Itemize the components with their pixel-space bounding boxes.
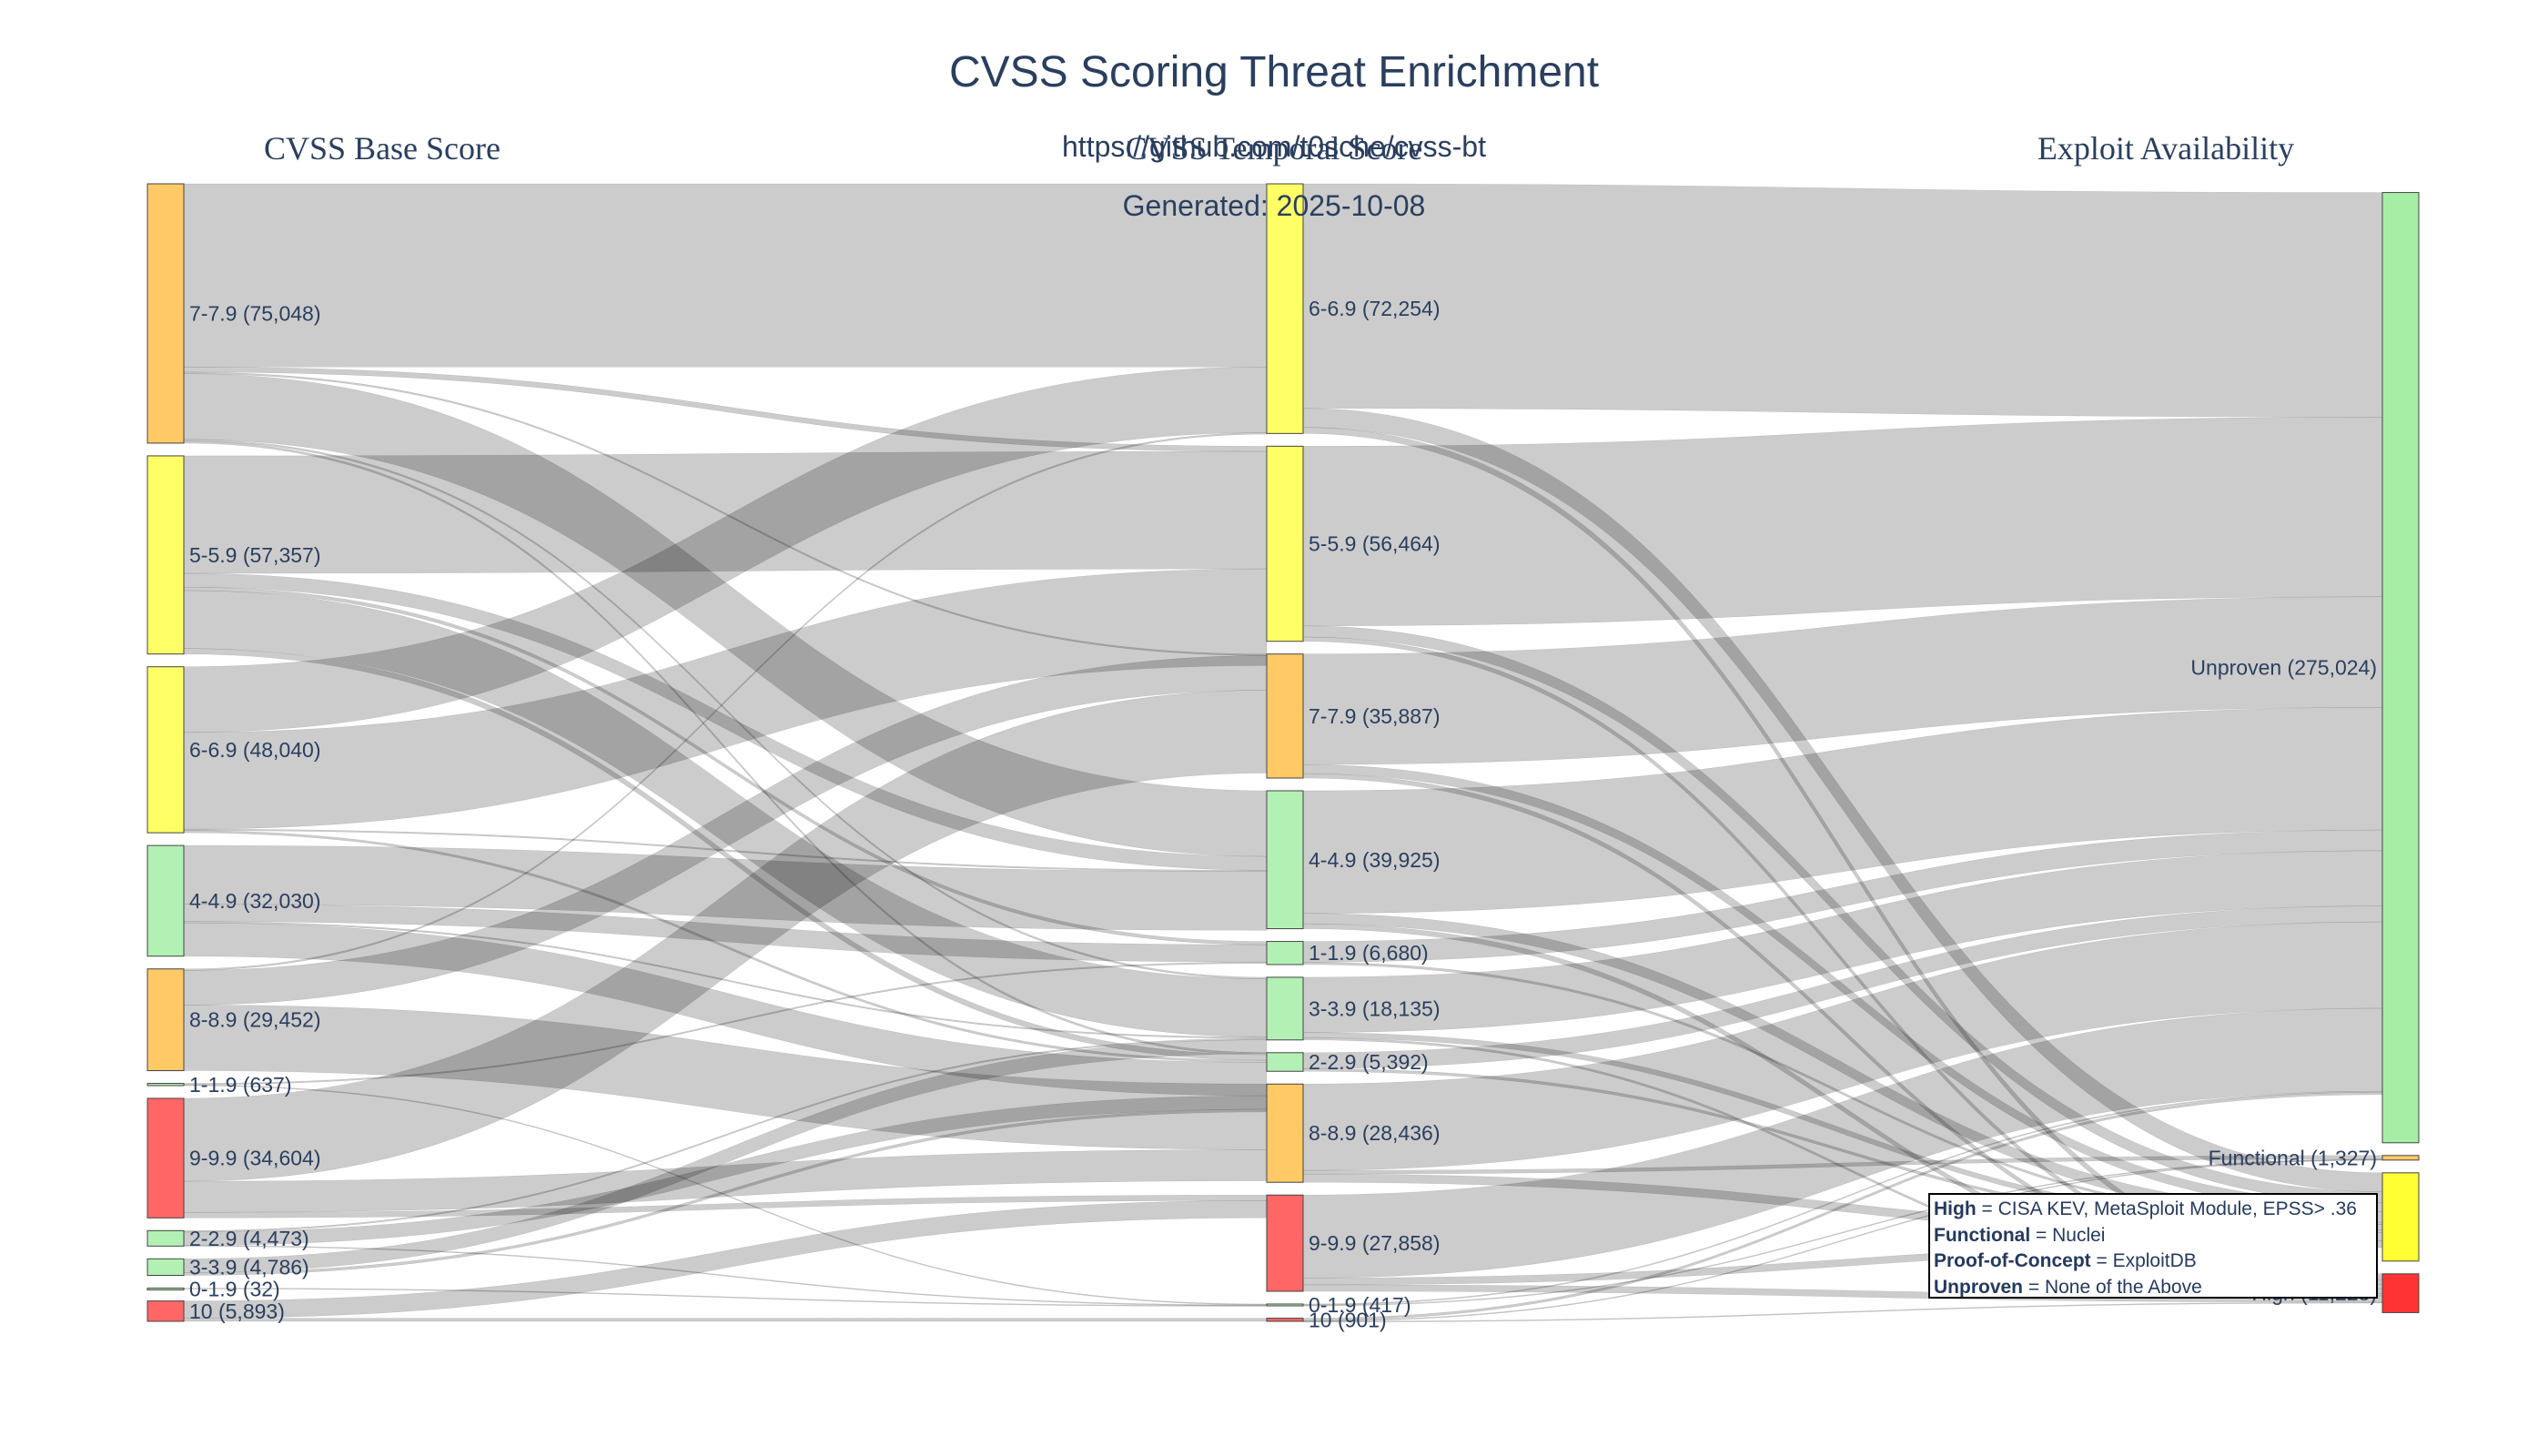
node-eP[interactable] bbox=[2381, 1172, 2420, 1262]
legend-definition: = None of the Above bbox=[2023, 1276, 2202, 1298]
legend-item-proof-of-concept: Proof-of-Concept = ExploitDB bbox=[1934, 1249, 2372, 1275]
node-b2[interactable] bbox=[147, 1229, 185, 1247]
node-label-b10: 10 (5,893) bbox=[189, 1299, 285, 1323]
node-eF[interactable] bbox=[2381, 1155, 2420, 1161]
legend-definition: = CISA KEV, MetaSploit Module, EPSS> .36 bbox=[1976, 1198, 2357, 1219]
node-label-eF: Functional (1,327) bbox=[2209, 1146, 2377, 1169]
node-label-b5: 5-5.9 (57,357) bbox=[189, 543, 320, 567]
node-b0[interactable] bbox=[147, 1288, 185, 1291]
node-eH[interactable] bbox=[2381, 1273, 2420, 1313]
link-b4-to-t4 bbox=[183, 844, 1268, 931]
legend-term: Proof-of-Concept bbox=[1934, 1250, 2091, 1271]
node-b5[interactable] bbox=[147, 455, 185, 655]
node-label-b8: 8-8.9 (29,452) bbox=[189, 1008, 320, 1032]
column-header-base: CVSS Base Score bbox=[264, 130, 500, 167]
node-t3[interactable] bbox=[1266, 976, 1304, 1041]
node-label-b0: 0-1.9 (32) bbox=[189, 1278, 280, 1301]
legend-term: Unproven bbox=[1934, 1276, 2024, 1298]
node-label-t10: 10 (901) bbox=[1309, 1308, 1387, 1331]
node-b9[interactable] bbox=[147, 1097, 185, 1218]
node-label-t1: 1-1.9 (6,680) bbox=[1309, 941, 1429, 965]
node-label-b7: 7-7.9 (75,048) bbox=[189, 301, 320, 325]
link-b10-to-t10 bbox=[183, 1318, 1268, 1322]
legend-definition: = Nuclei bbox=[2030, 1224, 2106, 1246]
node-b3[interactable] bbox=[147, 1258, 185, 1277]
node-label-b2: 2-2.9 (4,473) bbox=[189, 1227, 309, 1250]
link-b8-to-t6 bbox=[183, 432, 1268, 971]
chart-subtitle-url: https://github.com/t0sche/cvss-bt bbox=[1062, 130, 1486, 163]
node-label-t5: 5-5.9 (56,464) bbox=[1309, 532, 1440, 556]
legend-item-high: High = CISA KEV, MetaSploit Module, EPSS… bbox=[1934, 1197, 2372, 1223]
node-label-b9: 9-9.9 (34,604) bbox=[189, 1147, 320, 1170]
column-header-exploit: Exploit Availability bbox=[2037, 130, 2294, 167]
node-t1[interactable] bbox=[1266, 941, 1304, 966]
node-b7[interactable] bbox=[147, 183, 185, 444]
link-t6-to-eU bbox=[1302, 183, 2383, 418]
node-label-b6: 6-6.9 (48,040) bbox=[189, 738, 320, 762]
legend-term: Functional bbox=[1934, 1224, 2031, 1246]
link-b5-to-t5 bbox=[183, 450, 1268, 574]
chart-title: CVSS Scoring Threat Enrichment bbox=[949, 48, 1599, 96]
node-t4[interactable] bbox=[1266, 790, 1304, 930]
legend-definition: = ExploitDB bbox=[2090, 1250, 2197, 1271]
node-b4[interactable] bbox=[147, 844, 185, 957]
node-label-t9: 9-9.9 (27,858) bbox=[1309, 1231, 1440, 1255]
node-t8[interactable] bbox=[1266, 1083, 1304, 1183]
node-label-t4: 4-4.9 (39,925) bbox=[1309, 848, 1440, 872]
node-b6[interactable] bbox=[147, 666, 185, 834]
node-label-b4: 4-4.9 (32,030) bbox=[189, 889, 320, 913]
node-layer bbox=[147, 183, 2420, 1322]
node-t5[interactable] bbox=[1266, 445, 1304, 642]
node-label-b1: 1-1.9 (637) bbox=[189, 1073, 292, 1097]
node-b8[interactable] bbox=[147, 968, 185, 1072]
legend-item-functional: Functional = Nuclei bbox=[1934, 1223, 2372, 1249]
legend-term: High bbox=[1934, 1198, 1977, 1219]
node-t6[interactable] bbox=[1266, 183, 1304, 434]
node-t10[interactable] bbox=[1266, 1318, 1304, 1322]
node-eU[interactable] bbox=[2381, 192, 2420, 1144]
node-label-b3: 3-3.9 (4,786) bbox=[189, 1255, 309, 1279]
node-label-t0: 0-1.9 (417) bbox=[1309, 1293, 1411, 1317]
column-header-temporal: CVSS Temporal Score bbox=[1126, 130, 1423, 167]
node-t0[interactable] bbox=[1266, 1303, 1304, 1307]
node-b10[interactable] bbox=[147, 1300, 185, 1322]
node-label-t6: 6-6.9 (72,254) bbox=[1309, 297, 1440, 320]
node-label-t7: 7-7.9 (35,887) bbox=[1309, 704, 1440, 728]
node-b1[interactable] bbox=[147, 1083, 185, 1087]
link-b7-to-t6 bbox=[183, 183, 1268, 368]
node-label-t3: 3-3.9 (18,135) bbox=[1309, 996, 1440, 1020]
chart-subtitle-generated: Generated: 2025-10-08 bbox=[1123, 189, 1426, 222]
node-label-t8: 8-8.9 (28,436) bbox=[1309, 1121, 1440, 1145]
node-t9[interactable] bbox=[1266, 1194, 1304, 1292]
node-label-t2: 2-2.9 (5,392) bbox=[1309, 1050, 1429, 1074]
node-t2[interactable] bbox=[1266, 1052, 1304, 1072]
link-layer bbox=[183, 183, 2383, 1323]
link-b0-to-t0 bbox=[183, 1288, 1268, 1307]
legend-box: High = CISA KEV, MetaSploit Module, EPSS… bbox=[1928, 1193, 2378, 1299]
legend-item-unproven: Unproven = None of the Above bbox=[1934, 1275, 2372, 1301]
node-label-eU: Unproven (275,024) bbox=[2190, 656, 2377, 680]
node-t7[interactable] bbox=[1266, 653, 1304, 779]
